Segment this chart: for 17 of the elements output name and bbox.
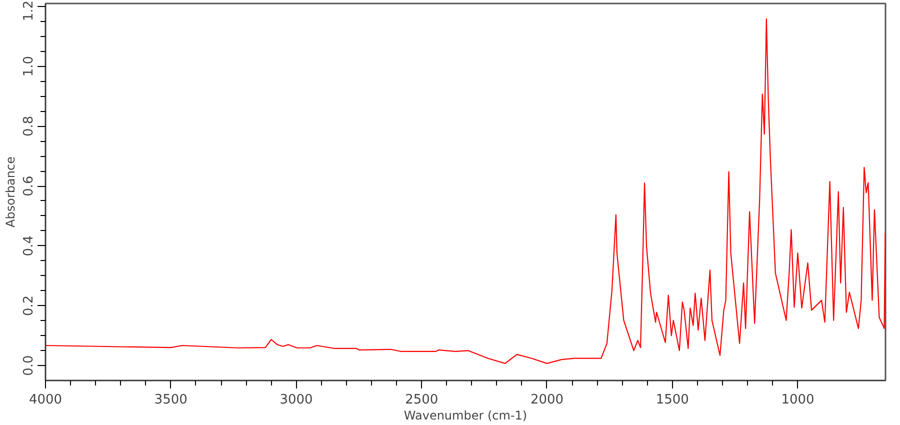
y-tick-label: 0.0 (22, 355, 36, 376)
y-tick-label: 0.2 (22, 295, 36, 316)
y-tick-label: 0.8 (22, 116, 36, 137)
x-tick-label: 2000 (530, 392, 564, 408)
x-tick-label: 3500 (154, 392, 188, 408)
line-series (46, 18, 886, 364)
x-axis-title: Wavenumber (cm-1) (404, 408, 528, 422)
y-axis-title: Absorbance (4, 156, 18, 228)
y-tick-label: 1.2 (22, 0, 36, 22)
x-tick-label: 2500 (405, 392, 438, 408)
x-tick-label: 1000 (781, 392, 814, 408)
y-tick-label: 1.0 (22, 56, 36, 77)
x-tick-label: 1500 (656, 392, 689, 408)
x-tick-label: 4000 (28, 392, 62, 408)
y-tick-label: 0.4 (22, 236, 36, 256)
x-tick-label: 3000 (280, 392, 313, 408)
y-tick-label: 0.6 (22, 176, 36, 196)
